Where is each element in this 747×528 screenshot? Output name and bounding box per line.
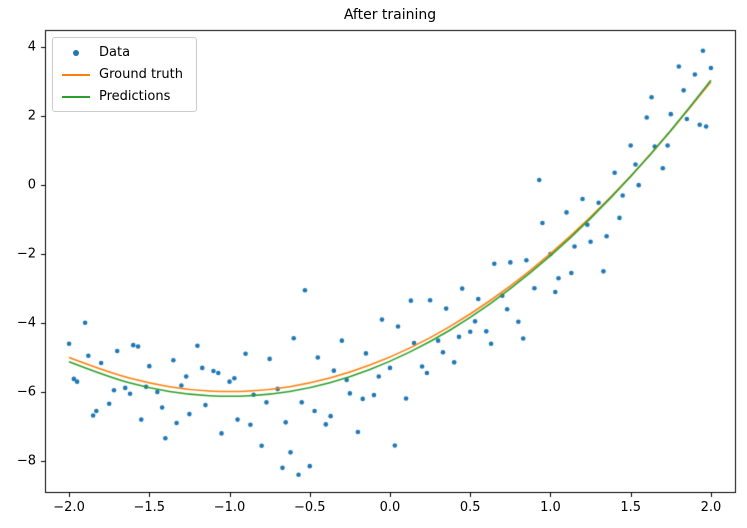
line-sample-icon	[62, 95, 90, 98]
legend-label-data: Data	[99, 45, 131, 60]
x-tick-label: 0.0	[379, 500, 401, 515]
x-tick-label: 1.0	[540, 500, 561, 515]
x-tick-label: −2.0	[53, 500, 85, 515]
y-tick-label: −8	[16, 453, 36, 469]
x-tick-label: 1.5	[620, 500, 642, 515]
x-tick-label: 0.5	[459, 500, 481, 515]
legend-marker	[62, 95, 90, 98]
y-tick-label: 2	[27, 108, 36, 124]
legend-item-data: Data	[62, 45, 183, 60]
x-tick-label: 2.0	[700, 500, 722, 515]
x-tick-label: −1.0	[213, 500, 246, 515]
legend-marker	[62, 49, 90, 56]
legend-item-predictions: Predictions	[62, 89, 183, 104]
y-tick-label: 0	[27, 177, 36, 193]
line-sample-icon	[62, 73, 90, 76]
legend: Data Ground truth Predictions	[52, 37, 197, 112]
legend-label-ground-truth: Ground truth	[99, 67, 183, 82]
scatter-dot-icon	[73, 49, 79, 56]
legend-item-ground-truth: Ground truth	[62, 67, 183, 82]
y-tick-label: −4	[16, 315, 36, 331]
legend-label-predictions: Predictions	[99, 89, 171, 104]
y-tick-label: 4	[27, 39, 36, 55]
chart-title: After training	[343, 7, 437, 23]
y-tick-label: −6	[16, 384, 36, 400]
x-tick-label: −0.5	[293, 500, 326, 515]
y-tick-label: −2	[16, 246, 36, 262]
x-tick-label: −1.5	[133, 500, 166, 515]
legend-marker	[62, 73, 90, 76]
